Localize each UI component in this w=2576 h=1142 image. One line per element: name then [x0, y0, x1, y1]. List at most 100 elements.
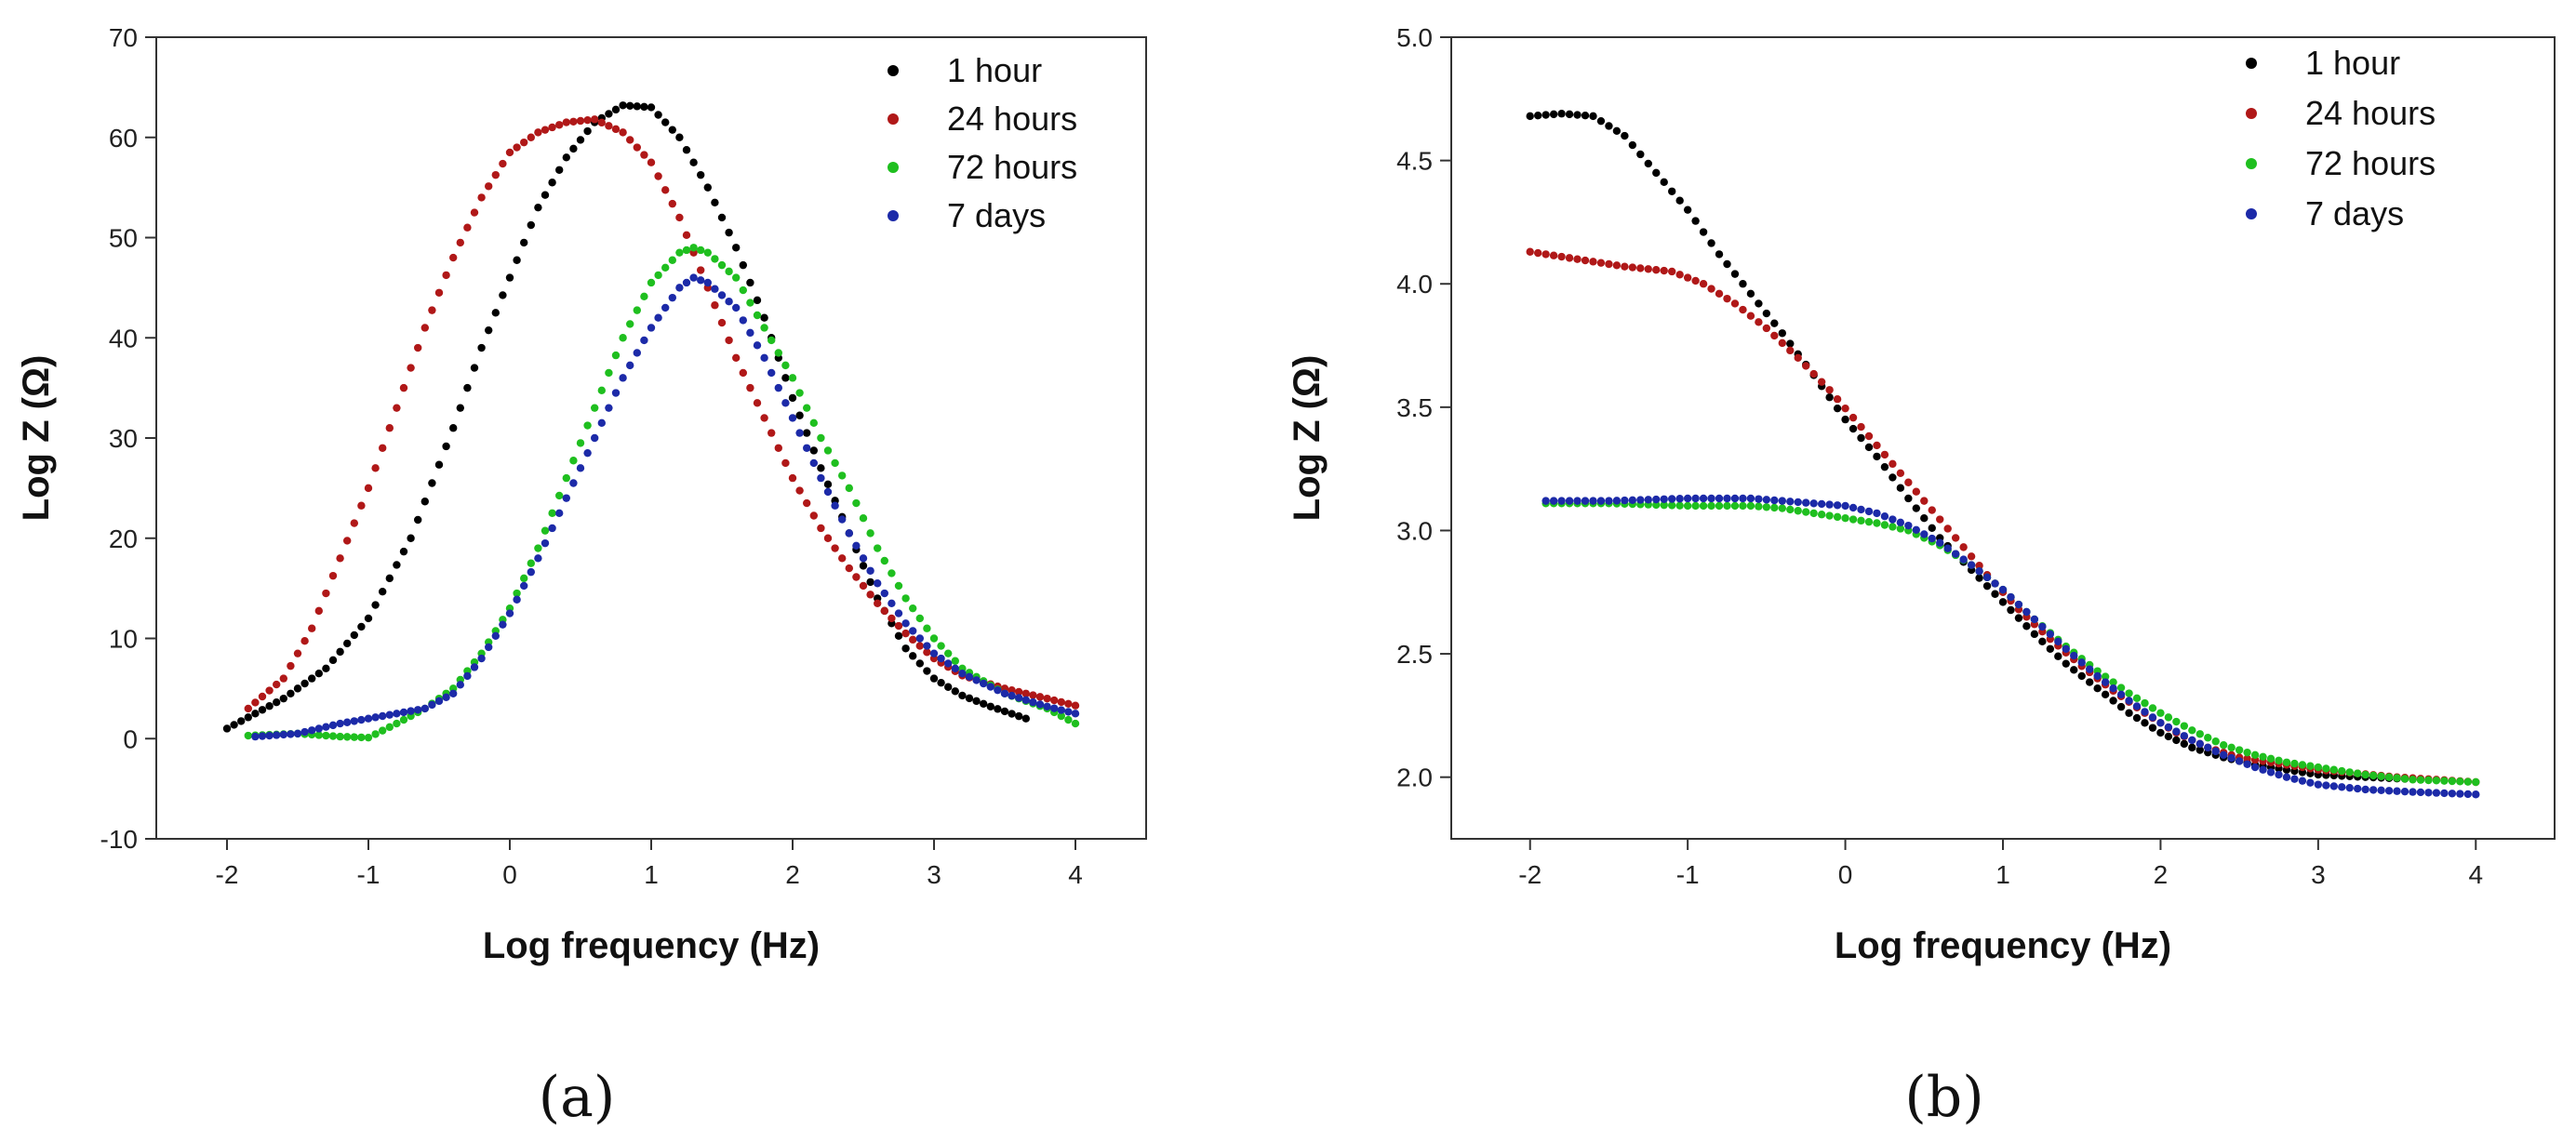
data-point: [1596, 497, 1606, 505]
data-point: [2282, 758, 2291, 766]
data-point: [2196, 730, 2204, 738]
data-point: [527, 220, 535, 230]
data-point: [2085, 665, 2094, 673]
data-point: [393, 710, 401, 718]
data-point: [393, 561, 401, 569]
data-point: [1573, 497, 1582, 505]
data-point: [619, 128, 627, 137]
y-axis-title: Log Z (Ω): [1287, 355, 1328, 522]
data-point: [2306, 778, 2315, 787]
data-point: [894, 621, 903, 631]
y-tick-label: -10: [100, 825, 138, 854]
data-point: [1636, 264, 1645, 272]
data-point: [1936, 538, 1944, 547]
data-point: [2409, 788, 2417, 796]
data-point: [2093, 671, 2102, 681]
legend-marker: [888, 113, 899, 125]
data-point: [1880, 512, 1889, 521]
data-point: [958, 670, 967, 678]
data-point: [640, 102, 648, 112]
legend-label: 1 hour: [947, 51, 1042, 89]
data-point: [1864, 432, 1874, 441]
x-axis-title: Log frequency (Hz): [483, 925, 820, 966]
data-point: [725, 336, 733, 345]
data-point: [2235, 757, 2244, 765]
data-point: [633, 143, 641, 152]
data-point: [994, 705, 1002, 713]
y-tick-label: 50: [109, 224, 138, 253]
data-point: [2046, 644, 2055, 653]
data-point: [463, 383, 472, 392]
data-point: [1549, 497, 1558, 505]
data-point: [1612, 126, 1622, 135]
data-point: [2116, 702, 2126, 711]
data-point: [788, 473, 797, 483]
data-point: [986, 683, 995, 691]
data-point: [442, 442, 450, 451]
data-point: [2456, 790, 2464, 798]
data-point: [795, 429, 804, 437]
data-point: [944, 649, 953, 657]
data-point: [1730, 270, 1740, 278]
data-point: [265, 731, 274, 740]
data-point: [414, 515, 422, 525]
data-point: [244, 731, 252, 740]
data-point: [2275, 770, 2283, 779]
data-point: [1723, 494, 1731, 503]
data-point: [513, 143, 521, 152]
data-point: [541, 126, 550, 134]
data-point: [2259, 765, 2267, 774]
data-point: [661, 186, 670, 194]
data-point: [399, 715, 408, 724]
data-point: [1542, 250, 1550, 259]
data-point: [1707, 239, 1715, 247]
data-point: [1762, 503, 1771, 511]
data-point: [781, 361, 790, 370]
data-point: [859, 554, 868, 563]
data-point: [923, 667, 931, 675]
data-point: [314, 731, 323, 739]
data-point: [350, 519, 358, 527]
data-point: [654, 111, 662, 119]
data-point: [661, 118, 670, 126]
data-point: [852, 498, 861, 508]
data-point: [1021, 696, 1031, 704]
data-point: [2345, 783, 2354, 792]
x-tick-label: 2: [785, 860, 800, 889]
data-point: [597, 418, 606, 428]
data-point: [322, 664, 330, 673]
data-point: [534, 544, 542, 552]
data-point: [2275, 756, 2283, 764]
data-point: [371, 713, 380, 722]
data-point: [1755, 495, 1763, 503]
data-point: [1794, 498, 1802, 507]
data-point: [2038, 637, 2047, 646]
data-point: [823, 534, 833, 542]
data-point: [809, 446, 818, 455]
data-point: [414, 343, 422, 352]
data-point: [1660, 178, 1668, 187]
data-point: [809, 511, 818, 520]
data-point: [838, 554, 847, 563]
data-point: [2204, 743, 2212, 752]
data-point: [322, 731, 330, 740]
data-point: [1675, 501, 1684, 510]
data-point: [838, 471, 847, 480]
data-point: [767, 368, 776, 378]
data-point: [647, 103, 656, 112]
data-point: [328, 721, 338, 730]
data-point: [640, 336, 648, 345]
data-point: [357, 501, 366, 510]
data-point: [379, 726, 387, 735]
data-point: [2314, 763, 2323, 772]
data-point: [562, 473, 570, 483]
data-point: [1817, 511, 1826, 519]
data-point: [2424, 776, 2433, 785]
data-point: [965, 672, 974, 682]
data-point: [1928, 506, 1936, 514]
data-point: [1951, 534, 1960, 542]
data-point: [2196, 739, 2204, 749]
data-point: [2290, 775, 2299, 783]
data-point: [2132, 713, 2142, 723]
data-point: [2172, 717, 2181, 726]
